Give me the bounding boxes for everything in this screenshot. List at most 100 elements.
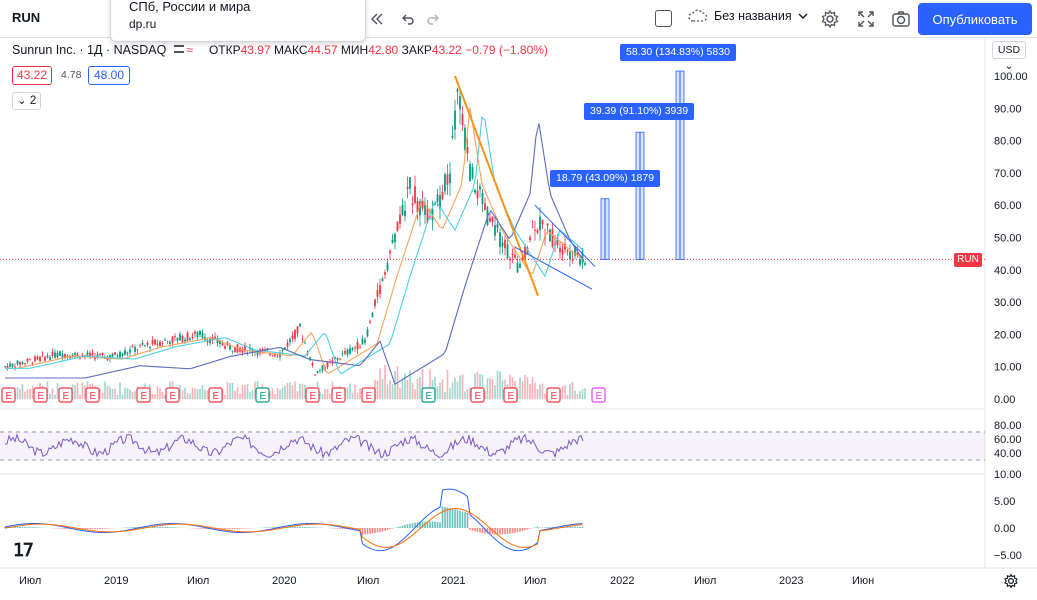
macd-histogram-bar — [491, 528, 494, 535]
symbol-search[interactable]: RUN — [12, 10, 41, 25]
volume-bar — [399, 387, 401, 399]
volume-bar — [121, 394, 124, 399]
candle-body — [379, 285, 381, 294]
indicators-collapse-toggle[interactable]: ⌄ 2 — [12, 92, 42, 110]
volume-bar — [269, 391, 271, 399]
candle-body — [164, 339, 166, 341]
candle-body — [349, 348, 351, 354]
candle-body — [574, 245, 576, 256]
macd-histogram-bar — [64, 528, 66, 529]
candle-body — [116, 355, 119, 357]
volume-bar — [81, 382, 84, 399]
camera-icon[interactable] — [888, 6, 914, 32]
volume-bar — [584, 388, 586, 399]
candle-body — [386, 263, 389, 271]
axis-settings-gear-icon[interactable] — [1003, 573, 1019, 589]
candle-body — [519, 263, 521, 269]
chart-canvas[interactable]: 100.00 90.00 80.00 70.00 60.00 50.00 40.00 30.0… — [0, 38, 1037, 575]
candle-body — [74, 352, 76, 356]
macd-histogram-bar — [104, 528, 106, 529]
candle-body — [21, 362, 24, 365]
volume-bar — [279, 389, 281, 399]
price-axis-label: 20.00 — [994, 329, 1022, 341]
candle-body — [371, 312, 374, 318]
publish-button[interactable]: Опубликовать — [918, 3, 1032, 35]
candle-body — [576, 252, 579, 256]
earnings-marker-label: E — [336, 391, 343, 402]
measurement-label-2[interactable]: 39.39 (91.10%) 3939 — [584, 103, 695, 120]
candle-body — [36, 356, 39, 360]
volume-bar — [574, 390, 576, 399]
macd-histogram-bar — [91, 528, 94, 530]
trend-line — [454, 75, 539, 296]
popup-link[interactable]: dp.ru — [129, 17, 157, 31]
candle-body — [494, 225, 496, 236]
macd-histogram-bar — [159, 526, 161, 528]
macd-histogram-bar — [226, 528, 229, 530]
volume-bar — [106, 385, 109, 399]
measurement-label-3[interactable]: 58.30 (134.83%) 5830 — [620, 44, 736, 61]
macd-histogram-bar — [521, 528, 524, 531]
macd-histogram-bar — [246, 528, 249, 529]
sell-price-box[interactable]: 43.22 — [12, 66, 53, 85]
measurement-label-1[interactable]: 18.79 (43.09%) 1879 — [550, 170, 661, 187]
candle-body — [99, 353, 101, 355]
compare-toggle-icon[interactable]: ≈ — [172, 43, 195, 57]
volume-bar — [99, 388, 101, 399]
macd-histogram-bar — [196, 528, 199, 529]
series-title[interactable]: Sunrun Inc. · 1Д · NASDAQ — [12, 43, 167, 57]
candle-body — [546, 223, 549, 226]
macd-histogram-bar — [334, 528, 336, 529]
volume-bar — [224, 394, 226, 399]
rewind-icon[interactable] — [364, 6, 390, 32]
volume-bar — [126, 388, 129, 399]
volume-bar — [434, 377, 436, 399]
macd-histogram-bar — [234, 528, 236, 530]
candle-body — [471, 167, 474, 179]
macd-histogram-bar — [464, 512, 466, 528]
notification-popup[interactable]: СПб, России и мира dp.ru — [110, 0, 366, 42]
volume-bar — [49, 393, 51, 399]
candle-body — [64, 354, 66, 358]
candle-body — [444, 174, 446, 192]
candle-body — [86, 352, 89, 356]
candle-body — [569, 251, 571, 259]
ohlc-values: ОТКР43.97 МАКС44.57 МИН42.80 ЗАКР43.22 −… — [209, 43, 548, 57]
layout-select-icon[interactable] — [655, 10, 672, 27]
macd-histogram-bar — [14, 526, 16, 528]
undo-icon[interactable] — [395, 6, 421, 32]
macd-histogram-bar — [399, 526, 401, 528]
time-label: Июн — [852, 575, 875, 587]
tradingview-logo[interactable]: 𝟣𝟩 — [13, 540, 34, 561]
volume-bar — [351, 392, 354, 399]
fullscreen-icon[interactable] — [853, 6, 879, 32]
candle-body — [66, 355, 69, 357]
currency-select[interactable]: USD ⌄ — [992, 41, 1026, 72]
volume-bar — [301, 383, 304, 399]
time-label: Июл — [524, 575, 547, 587]
macd-histogram-bar — [391, 528, 394, 529]
candle-body — [114, 352, 116, 355]
macd-axis-label: 0.00 — [994, 523, 1015, 535]
volume-bar — [509, 374, 511, 399]
earnings-marker — [33, 387, 48, 403]
macd-histogram-bar — [569, 526, 571, 528]
rsi-band — [0, 432, 985, 460]
candle-body — [356, 342, 359, 350]
candle-body — [511, 253, 514, 256]
candle-body — [79, 358, 81, 360]
layout-name-dropdown[interactable]: Без названия — [688, 9, 808, 23]
candle-body — [61, 353, 64, 358]
candle-body — [521, 257, 524, 261]
buy-price-box[interactable]: 48.00 — [88, 66, 131, 85]
volume-bar — [194, 388, 196, 399]
volume-bar — [529, 383, 531, 399]
macd-histogram-bar — [429, 521, 431, 528]
redo-icon[interactable] — [420, 6, 446, 32]
macd-histogram-bar — [369, 528, 371, 534]
candle-body — [161, 343, 164, 345]
candle-body — [489, 217, 491, 222]
settings-gear-icon[interactable] — [817, 6, 843, 32]
candle-body — [376, 289, 379, 297]
candle-body — [121, 353, 124, 357]
